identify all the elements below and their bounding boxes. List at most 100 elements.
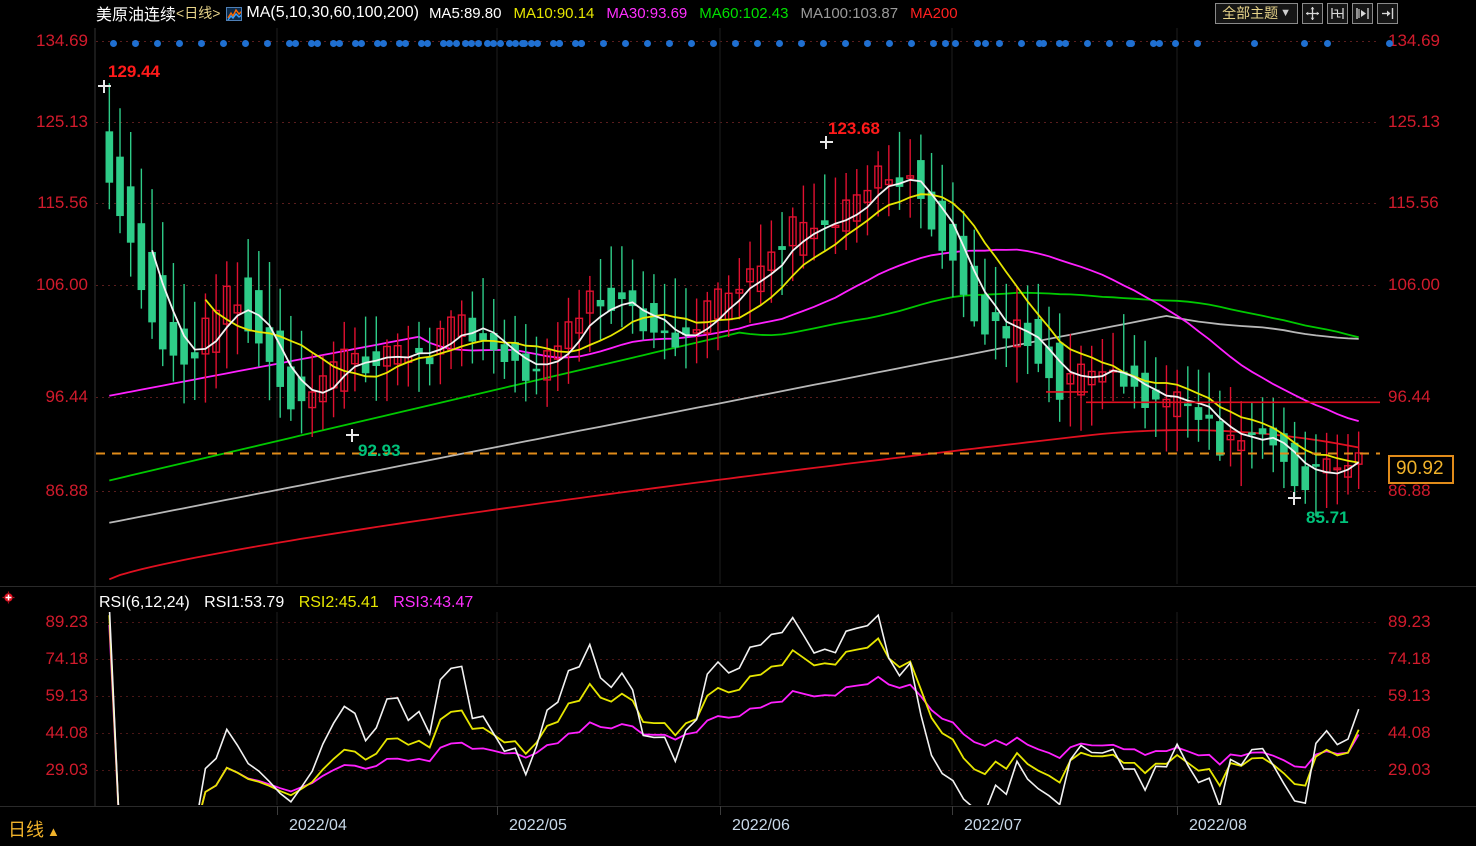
event-marker-dot: [132, 40, 139, 47]
candlestick: [660, 283, 669, 360]
current-price-tag[interactable]: 90.92: [1388, 455, 1454, 484]
candlestick: [906, 139, 915, 218]
candlestick: [1354, 431, 1363, 489]
expand-right-icon[interactable]: [1377, 3, 1398, 24]
candlestick: [831, 177, 840, 254]
chevron-down-icon: ▼: [1280, 6, 1291, 19]
rsi-chart-plot[interactable]: [96, 612, 1380, 805]
event-marker-dot: [908, 40, 915, 47]
candlestick: [682, 288, 690, 369]
event-marker-dot: [578, 40, 585, 47]
symbol-period[interactable]: <日线>: [176, 5, 221, 21]
event-marker-dot: [1150, 40, 1157, 47]
time-axis-tick-2: [720, 806, 721, 815]
event-marker-dot: [1251, 40, 1258, 47]
axis-label-right-3: 44.08: [1388, 723, 1431, 742]
candlestick: [265, 262, 274, 401]
candlestick: [735, 258, 744, 320]
move-crosshair-icon[interactable]: [1302, 3, 1323, 24]
candlestick: [596, 259, 605, 340]
candlestick: [810, 183, 819, 261]
candlestick: [468, 291, 477, 364]
candlestick: [692, 298, 701, 364]
axis-label-left-2: 59.13: [45, 686, 88, 705]
candlestick: [350, 327, 359, 392]
axis-label-left-3: 44.08: [45, 723, 88, 742]
candlestick: [949, 182, 957, 298]
event-marker-dot: [754, 40, 761, 47]
fit-range-icon[interactable]: [1327, 3, 1348, 24]
split-view-icon[interactable]: [1352, 3, 1373, 24]
candlestick: [511, 315, 519, 393]
candlestick: [650, 274, 658, 349]
candlestick: [222, 261, 231, 369]
axis-label-left-0: 89.23: [45, 612, 88, 631]
candlestick: [981, 258, 989, 345]
event-marker-dot: [952, 40, 959, 47]
plot-left-border: [94, 28, 96, 806]
candlestick: [1280, 407, 1288, 489]
time-axis-tick-1: [497, 806, 498, 815]
event-marker-dot: [798, 40, 805, 47]
event-marker-dot: [1062, 40, 1069, 47]
candlestick: [116, 108, 124, 234]
time-axis-label-4: 2022/08: [1189, 817, 1247, 834]
candlestick: [1119, 314, 1128, 394]
axis-label-left-1: 125.13: [36, 112, 88, 131]
event-marker-dot: [1040, 40, 1047, 47]
candlestick: [970, 229, 979, 327]
candlestick: [1312, 434, 1320, 517]
event-marker-dot: [314, 40, 321, 47]
theme-selector-button[interactable]: 全部主题 ▼: [1215, 3, 1298, 24]
axis-label-left-4: 29.03: [45, 760, 88, 779]
candlestick: [190, 301, 199, 401]
axis-label-right-1: 74.18: [1388, 649, 1431, 668]
annotation-period-low: 85.71: [1306, 508, 1349, 527]
event-marker-dot: [264, 40, 271, 47]
candlestick: [767, 220, 776, 303]
symbol-name[interactable]: 美原油连续: [96, 7, 177, 24]
ma-chart-icon[interactable]: [226, 7, 243, 21]
candlestick: [746, 241, 755, 323]
event-marker-dot: [497, 40, 504, 47]
price-chart-plot[interactable]: [96, 28, 1380, 584]
time-axis-label-0: 2022/04: [289, 817, 347, 834]
candlestick: [1322, 432, 1331, 508]
candlestick: [415, 321, 423, 392]
candlestick: [959, 210, 968, 318]
period-toggle-button[interactable]: 日线 ▲: [8, 816, 60, 842]
event-marker-dot: [286, 40, 293, 47]
event-marker-dot: [688, 40, 695, 47]
event-marker-dot: [644, 40, 651, 47]
candlestick: [372, 316, 381, 401]
rsi-add-indicator-icon[interactable]: [2, 591, 15, 604]
event-marker-dot: [292, 40, 299, 47]
event-marker-dot: [974, 40, 981, 47]
ma100-value: MA100:103.87: [800, 4, 899, 22]
rsi-formula: RSI(6,12,24): [99, 594, 190, 611]
candlestick: [842, 172, 851, 251]
event-marker-dot: [358, 40, 365, 47]
event-marker-dot: [418, 40, 425, 47]
candlestick: [799, 185, 808, 269]
event-marker-dot: [506, 40, 513, 47]
event-marker-dot: [1056, 40, 1063, 47]
event-marker-dot: [930, 40, 937, 47]
event-marker-dot: [308, 40, 315, 47]
rsi1-value: RSI1:53.79: [204, 594, 285, 611]
candlestick: [521, 324, 530, 402]
event-marker-dot: [453, 40, 460, 47]
ma5-value: MA5:89.80: [428, 4, 502, 22]
time-axis-label-3: 2022/07: [964, 817, 1022, 834]
candlestick: [148, 189, 156, 339]
event-marker-dot: [490, 40, 497, 47]
candlestick: [1216, 390, 1224, 461]
candlestick: [1205, 372, 1213, 450]
ma10-value: MA10:90.14: [513, 4, 595, 22]
event-marker-dot: [198, 40, 205, 47]
candlestick: [1301, 431, 1310, 504]
candlestick: [276, 288, 284, 418]
axis-label-right-3: 106.00: [1388, 275, 1440, 294]
candlestick: [1248, 401, 1256, 469]
event-marker-dot: [154, 40, 161, 47]
